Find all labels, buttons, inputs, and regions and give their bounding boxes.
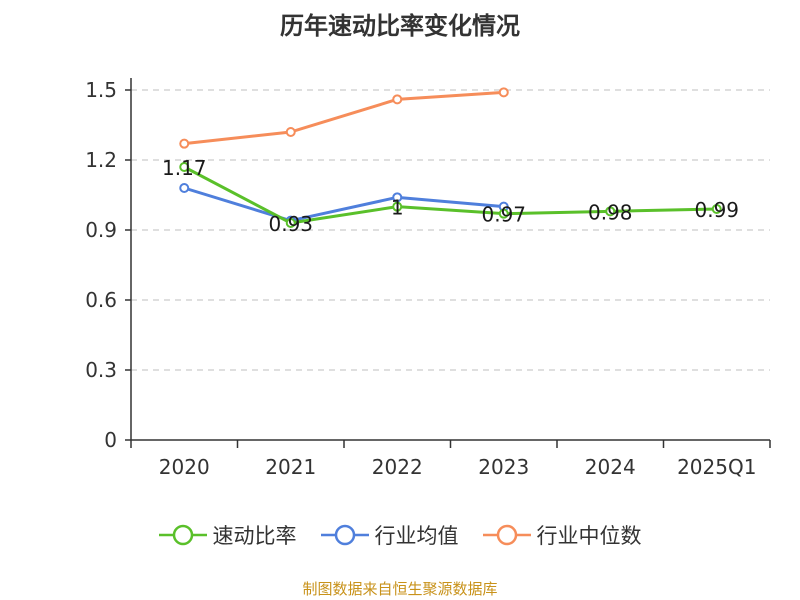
legend-label: 行业均值 [374, 524, 459, 548]
data-label: 0.93 [268, 212, 313, 236]
data-point[interactable] [711, 204, 722, 214]
y-tick-label: 0.9 [85, 218, 117, 242]
data-point[interactable] [498, 208, 509, 219]
y-ticks: 0 0.3 0.6 0.9 1.2 1.5 [85, 78, 131, 452]
data-label: 0.99 [694, 198, 739, 222]
data-point[interactable] [179, 162, 190, 172]
y-tick-label: 1.2 [85, 148, 117, 172]
series-line [183, 165, 717, 225]
data-label: 1.17 [162, 156, 207, 180]
x-tick-label: 2025Q1 [677, 455, 756, 479]
legend-label: 行业中位数 [536, 524, 642, 548]
legend-item-industry-mean[interactable]: 行业均值 [320, 520, 459, 550]
chart-title: 历年速动比率变化情况 [280, 12, 520, 40]
legend-label: 速动比率 [212, 524, 297, 548]
data-point[interactable] [179, 183, 190, 193]
data-source-note: 制图数据来自恒生聚源数据库 [302, 580, 498, 598]
legend-line-circle-icon [320, 524, 369, 546]
series-line [183, 186, 504, 223]
x-tick-label: 2020 [159, 455, 210, 479]
data-point[interactable] [285, 127, 296, 137]
data-point[interactable] [179, 138, 190, 149]
data-point[interactable] [498, 87, 509, 98]
series-line [184, 90, 504, 146]
y-tick-label: 0 [104, 428, 117, 452]
data-point[interactable] [605, 206, 616, 217]
legend-line-circle-icon [158, 524, 207, 546]
legend-item-industry-median[interactable]: 行业中位数 [482, 520, 642, 550]
legend-line-circle-icon [482, 524, 531, 546]
data-label: 1 [391, 196, 404, 220]
data-label: 0.97 [481, 203, 526, 227]
data-label: 0.98 [588, 200, 633, 224]
axes [130, 78, 770, 441]
x-tick-label: 2022 [372, 455, 423, 479]
data-point[interactable] [392, 192, 403, 203]
data-point[interactable] [392, 94, 403, 105]
data-point[interactable] [285, 218, 296, 228]
x-tick-label: 2023 [478, 455, 529, 479]
y-tick-label: 1.5 [85, 78, 117, 102]
x-ticks: 2020 2021 2022 2023 2024 2025Q1 [130, 440, 771, 479]
grid-lines [131, 89, 770, 371]
data-point[interactable] [392, 201, 403, 212]
x-tick-label: 2021 [265, 455, 316, 479]
x-tick-label: 2024 [585, 455, 636, 479]
data-labels: 1.17 0.93 1 0.97 0.98 0.99 [162, 156, 739, 236]
y-tick-label: 0.3 [85, 358, 117, 382]
legend-item-quick-ratio[interactable]: 速动比率 [158, 520, 297, 550]
series [179, 87, 722, 228]
y-tick-label: 0.6 [85, 288, 117, 312]
legend: 速动比率 行业均值 行业中位数 [0, 520, 800, 550]
